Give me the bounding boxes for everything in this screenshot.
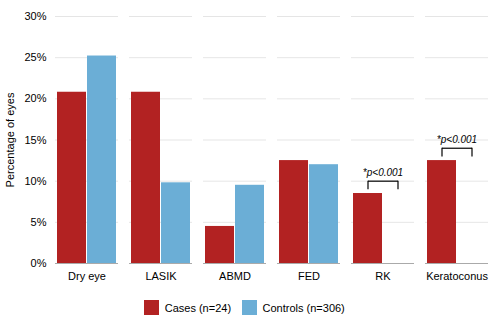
svg-text:25%: 25% xyxy=(24,51,46,63)
svg-text:ABMD: ABMD xyxy=(219,270,251,282)
svg-text:Keratoconus: Keratoconus xyxy=(426,270,488,282)
svg-text:RK: RK xyxy=(375,270,391,282)
svg-text:10%: 10% xyxy=(24,175,46,187)
svg-text:0%: 0% xyxy=(31,257,47,269)
svg-text:Percentage of eyes: Percentage of eyes xyxy=(4,92,16,187)
html-text:Controls (n=306): Controls (n=306) xyxy=(262,301,345,314)
svg-text:*p<0.001: *p<0.001 xyxy=(437,134,477,145)
svg-text:Dry eye: Dry eye xyxy=(68,270,106,282)
svg-text:*p<0.001: *p<0.001 xyxy=(363,167,403,178)
svg-text:LASIK: LASIK xyxy=(145,270,177,282)
svg-text:5%: 5% xyxy=(31,216,47,228)
svg-text:20%: 20% xyxy=(24,92,46,104)
svg-text:FED: FED xyxy=(298,270,320,282)
html-text:Cases (n=24): Cases (n=24) xyxy=(164,301,231,314)
svg-text:15%: 15% xyxy=(24,134,46,146)
svg-text:30%: 30% xyxy=(24,10,46,22)
